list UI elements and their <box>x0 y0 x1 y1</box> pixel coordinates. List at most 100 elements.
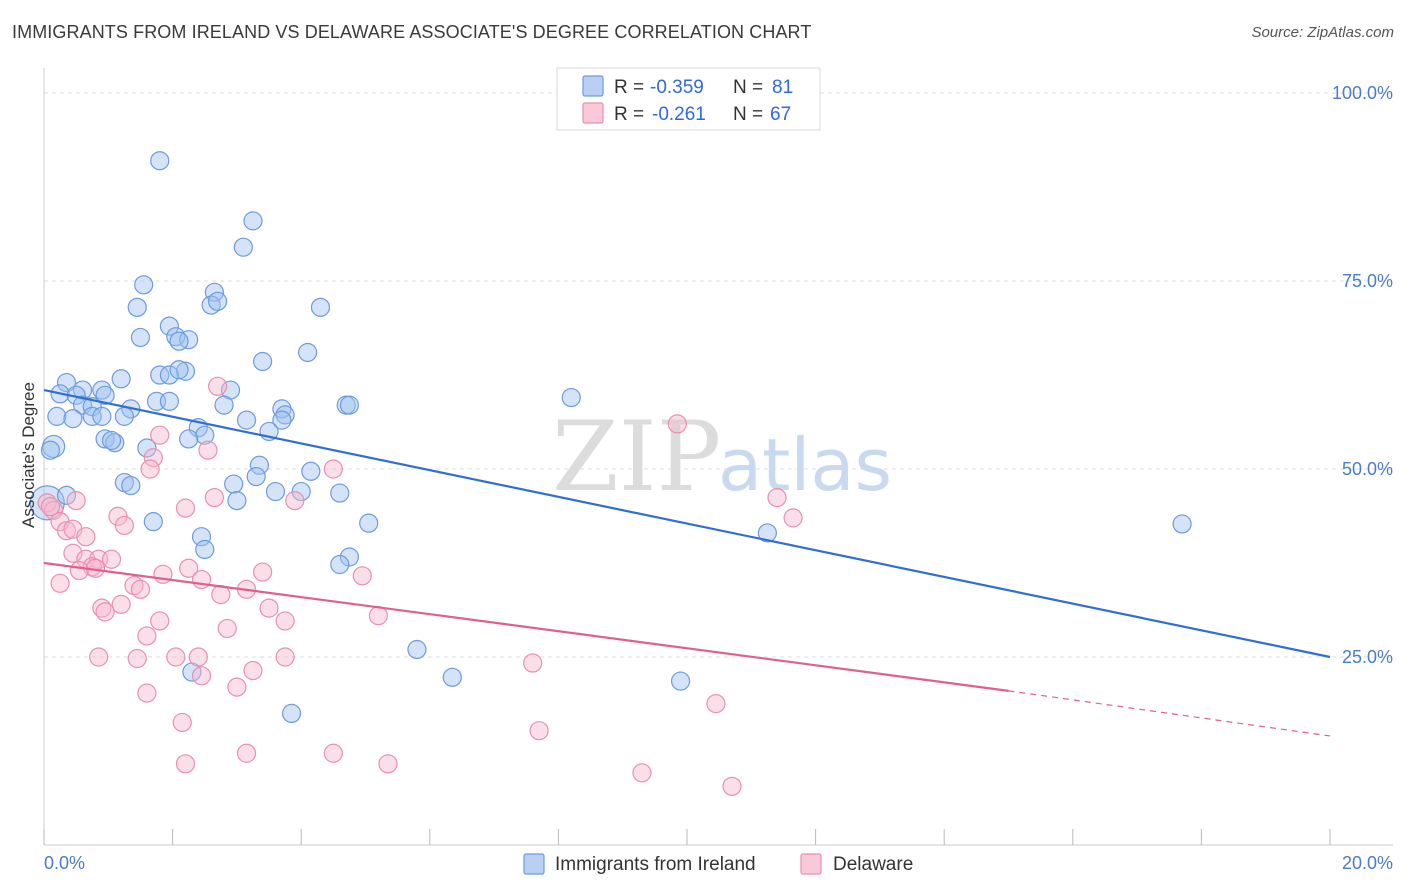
legend-r-label-ireland: R = <box>614 77 644 98</box>
point-delaware <box>204 487 224 508</box>
point-delaware <box>114 515 134 536</box>
point-ireland <box>281 703 302 724</box>
point-delaware <box>175 754 196 774</box>
point-ireland <box>195 539 215 560</box>
point-ireland <box>243 211 263 231</box>
point-delaware <box>66 491 86 511</box>
point-ireland <box>224 474 244 494</box>
point-ireland <box>330 483 350 503</box>
point-ireland <box>143 512 163 532</box>
point-delaware <box>137 626 157 646</box>
point-ireland <box>179 330 199 350</box>
y-axis-label: Associate's Degree <box>19 382 38 528</box>
legend-n-label-ireland: N = <box>733 77 763 98</box>
point-delaware <box>352 566 372 586</box>
point-ireland <box>233 237 253 257</box>
x-tick-labels: 0.0% 20.0% <box>44 853 1393 873</box>
series-legend-swatch-delaware <box>800 853 822 875</box>
legend-n-label-delaware: N = <box>733 104 763 125</box>
point-delaware <box>89 647 109 667</box>
point-delaware <box>243 660 263 681</box>
legend-swatch-delaware <box>582 102 604 124</box>
point-ireland <box>359 513 379 533</box>
point-delaware <box>37 493 57 513</box>
y-tick-label: 50.0% <box>1342 459 1393 479</box>
point-delaware <box>275 647 295 667</box>
point-delaware <box>50 573 70 593</box>
point-delaware <box>323 459 343 479</box>
point-ireland <box>265 481 286 502</box>
trend-line-ireland <box>43 388 1331 659</box>
point-ireland <box>272 399 292 419</box>
point-delaware <box>529 721 549 741</box>
point-ireland <box>111 369 131 389</box>
point-delaware <box>101 549 122 569</box>
series-legend-swatch-ireland <box>523 853 545 875</box>
point-delaware <box>323 743 343 763</box>
point-ireland <box>159 365 179 385</box>
point-delaware <box>722 776 742 796</box>
point-delaware <box>44 500 64 520</box>
point-ireland <box>208 291 228 311</box>
point-ireland <box>179 429 199 449</box>
point-ireland <box>92 380 112 400</box>
point-ireland <box>670 671 691 691</box>
point-delaware <box>172 712 192 733</box>
point-ireland <box>114 406 134 426</box>
point-delaware <box>208 376 228 396</box>
point-ireland <box>246 466 266 487</box>
y-tick-label: 25.0% <box>1342 647 1393 667</box>
x-tick-label-min: 0.0% <box>44 853 85 873</box>
point-ireland <box>130 327 151 348</box>
point-ireland <box>1172 514 1192 534</box>
trend-line-delaware-extension <box>1008 690 1331 737</box>
point-delaware <box>198 440 218 460</box>
point-delaware <box>56 521 77 541</box>
watermark: ZIP atlas <box>552 401 892 513</box>
point-ireland <box>175 361 196 381</box>
legend-n-value-ireland: 81 <box>772 77 793 98</box>
point-delaware <box>275 611 295 631</box>
point-ireland <box>214 395 234 415</box>
point-ireland <box>40 440 61 460</box>
point-delaware <box>227 677 247 697</box>
point-delaware <box>188 647 208 667</box>
point-delaware <box>175 498 196 518</box>
point-delaware <box>378 754 398 774</box>
point-ireland <box>275 405 295 425</box>
point-ireland <box>310 297 331 317</box>
point-ireland <box>227 491 247 511</box>
correlation-legend: R = -0.359 N = 81 R = -0.261 N = 67 <box>556 67 821 131</box>
point-ireland <box>169 360 189 380</box>
point-delaware <box>706 694 726 714</box>
point-ireland <box>150 151 170 171</box>
point-delaware <box>140 459 160 479</box>
series-legend-label-delaware: Delaware <box>833 854 913 875</box>
point-ireland <box>253 351 273 372</box>
point-ireland <box>301 461 321 481</box>
point-delaware <box>253 562 273 582</box>
trend-lines <box>43 388 1331 737</box>
chart-source: Source: ZipAtlas.com <box>1251 24 1394 41</box>
point-ireland <box>195 425 215 445</box>
point-ireland <box>339 547 360 567</box>
point-delaware <box>76 527 96 547</box>
point-delaware <box>767 487 787 508</box>
point-delaware <box>130 579 151 599</box>
point-delaware <box>111 594 131 614</box>
point-delaware <box>632 763 652 783</box>
point-ireland <box>101 430 122 451</box>
legend-n-value-delaware: 67 <box>770 104 791 125</box>
legend-r-value-delaware: -0.261 <box>652 104 706 125</box>
point-ireland <box>159 316 179 336</box>
point-delaware <box>179 558 199 578</box>
point-delaware <box>285 491 305 511</box>
point-ireland <box>95 385 115 405</box>
grid-lines <box>44 92 1393 658</box>
point-delaware <box>523 653 543 673</box>
x-tick-label-max: 20.0% <box>1342 853 1393 873</box>
series-legend-label-ireland: Immigrants from Ireland <box>555 854 756 875</box>
point-ireland <box>339 395 360 415</box>
point-ireland <box>150 365 170 385</box>
point-delaware <box>69 560 89 581</box>
